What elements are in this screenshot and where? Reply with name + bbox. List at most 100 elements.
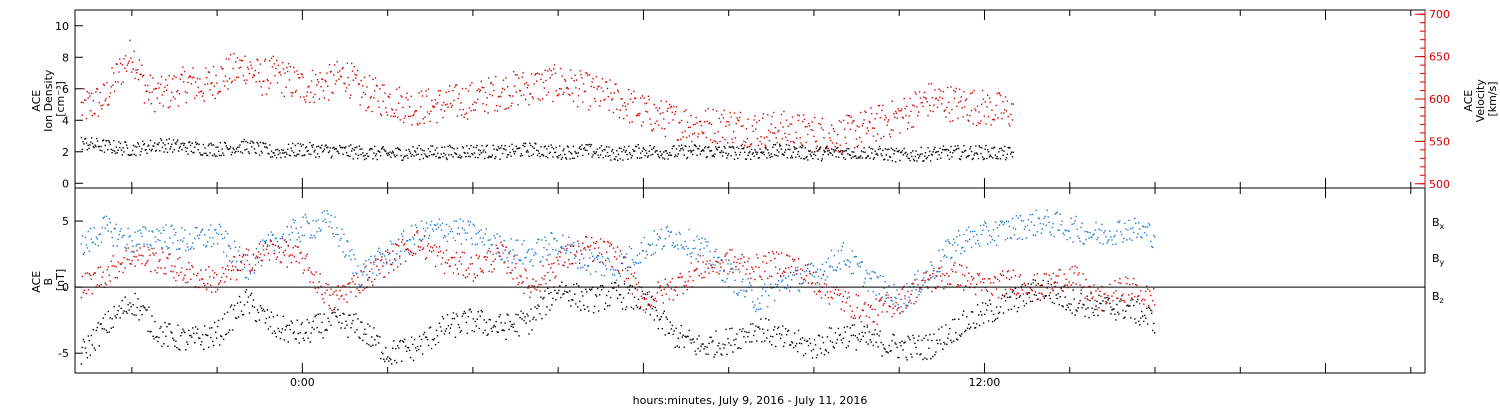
data-point <box>296 319 298 321</box>
data-point <box>494 157 496 160</box>
data-point <box>1050 283 1052 286</box>
data-point <box>561 245 563 248</box>
data-point <box>553 148 555 150</box>
data-point <box>1066 238 1068 241</box>
data-point <box>867 290 869 292</box>
data-point <box>154 236 156 238</box>
data-point <box>644 102 646 105</box>
data-point <box>631 121 633 123</box>
data-point <box>558 154 560 157</box>
data-point <box>656 233 659 235</box>
data-point <box>410 336 413 338</box>
data-point <box>511 262 513 264</box>
data-point <box>383 262 385 264</box>
data-point <box>197 272 199 275</box>
data-point <box>609 154 611 157</box>
data-point <box>436 121 438 124</box>
data-point <box>132 304 134 306</box>
data-point <box>779 276 782 278</box>
data-point <box>108 331 110 333</box>
data-point <box>364 93 367 95</box>
data-point <box>104 282 106 284</box>
data-point <box>95 91 97 93</box>
data-point <box>438 246 441 248</box>
data-point <box>512 249 514 251</box>
data-point <box>1067 229 1069 232</box>
data-point <box>959 100 962 102</box>
data-point <box>961 333 963 335</box>
data-point <box>845 264 848 266</box>
data-point <box>581 77 583 79</box>
data-point <box>574 293 576 295</box>
data-point <box>846 114 848 117</box>
data-point <box>558 250 560 253</box>
data-point <box>753 306 755 309</box>
data-point <box>526 313 528 315</box>
data-point <box>209 327 211 329</box>
data-point <box>976 153 979 155</box>
data-point <box>95 329 98 332</box>
data-point <box>229 148 231 150</box>
data-point <box>261 152 263 154</box>
data-point <box>1000 112 1003 114</box>
data-point <box>609 269 612 271</box>
data-point <box>142 305 144 307</box>
data-point <box>535 80 538 82</box>
data-point <box>689 339 691 341</box>
data-point <box>709 250 711 253</box>
data-point <box>228 58 230 60</box>
data-point <box>321 212 323 214</box>
data-point <box>878 335 880 337</box>
data-point <box>782 345 785 347</box>
data-point <box>468 224 471 226</box>
data-point <box>253 74 256 77</box>
data-point <box>729 328 731 330</box>
data-point <box>254 151 257 154</box>
data-point <box>280 156 282 159</box>
data-point <box>201 229 203 232</box>
data-point <box>635 304 638 307</box>
data-point <box>565 158 568 160</box>
data-point <box>454 239 457 242</box>
data-point <box>577 267 579 269</box>
data-point <box>1023 228 1026 230</box>
data-point <box>513 85 516 87</box>
data-point <box>373 261 375 263</box>
data-point <box>114 277 116 279</box>
data-point <box>111 67 113 69</box>
data-point <box>1137 232 1139 235</box>
data-point <box>210 284 212 286</box>
data-point <box>919 288 921 291</box>
data-point <box>189 75 192 78</box>
data-point <box>772 335 774 338</box>
data-point <box>105 283 107 286</box>
data-point <box>520 94 523 97</box>
data-point <box>338 78 340 80</box>
data-point <box>797 150 800 153</box>
data-point <box>1099 302 1101 305</box>
data-point <box>282 149 285 152</box>
data-point <box>251 269 254 271</box>
data-point <box>867 155 870 157</box>
data-point <box>129 235 131 237</box>
data-point <box>755 325 757 327</box>
data-point <box>397 244 399 246</box>
data-point <box>230 81 233 84</box>
data-point <box>751 289 753 291</box>
data-point <box>287 148 289 150</box>
data-point <box>442 252 445 254</box>
data-point <box>422 227 425 230</box>
data-point <box>725 328 727 331</box>
data-point <box>189 268 191 271</box>
data-point <box>1049 231 1051 233</box>
data-point <box>594 294 597 296</box>
data-point <box>372 344 374 346</box>
data-point <box>447 324 450 327</box>
data-point <box>1100 302 1102 305</box>
data-point <box>988 299 991 301</box>
data-point <box>498 95 500 98</box>
data-point <box>375 344 377 346</box>
data-point <box>876 113 878 115</box>
data-point <box>615 83 617 85</box>
data-point <box>402 121 405 124</box>
